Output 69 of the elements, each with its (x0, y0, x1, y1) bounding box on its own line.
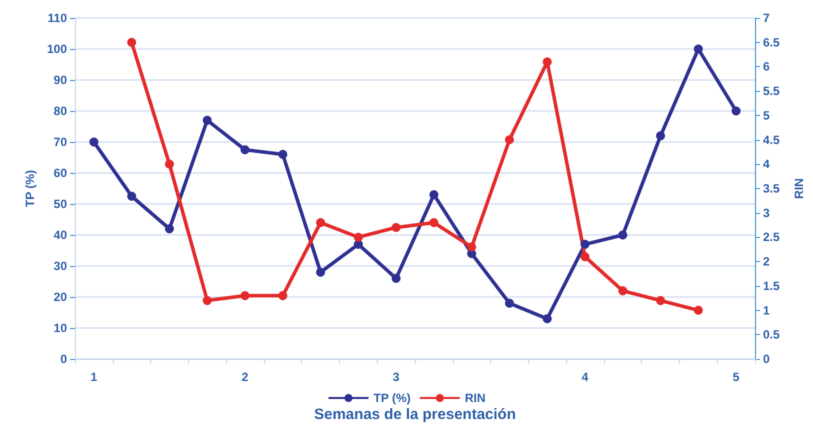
x-tick-label: 1 (90, 370, 98, 384)
point (316, 268, 326, 277)
x-tick-label: 3 (392, 370, 400, 384)
point (429, 218, 438, 228)
point (354, 232, 363, 242)
x-tick-label: 5 (732, 370, 740, 384)
y2-tick-label: 5 (763, 108, 770, 122)
point (164, 224, 174, 234)
point (504, 135, 514, 144)
point (240, 291, 250, 300)
point (316, 218, 326, 228)
y2-tick-label: 0 (763, 352, 770, 366)
y2-tick-label: 3.5 (763, 182, 780, 196)
point (127, 192, 136, 201)
point (127, 38, 136, 47)
point (542, 57, 552, 66)
y-axis-title: TP (%) (23, 170, 38, 208)
y-tick-label: 100 (46, 42, 68, 56)
point (278, 150, 288, 159)
point (580, 240, 590, 249)
y2-tick-label: 6 (763, 60, 770, 74)
point (656, 296, 666, 306)
point (392, 274, 401, 283)
y-tick-label: 110 (48, 11, 68, 25)
legend-label: TP (%) (374, 391, 411, 405)
x-axis-title: Semanas de la presentación (314, 406, 516, 423)
point (240, 145, 250, 154)
y2-tick-label: 6.5 (763, 35, 780, 50)
y2-tick-label: 2.5 (763, 230, 780, 244)
x-tick-label: 2 (242, 370, 249, 384)
y-tick-label: 70 (54, 135, 68, 149)
point (202, 296, 212, 306)
point (694, 306, 703, 315)
point (89, 138, 98, 146)
point (542, 314, 552, 324)
y2-axis-title: RIN (792, 178, 806, 199)
y2-tick-label: 7 (763, 11, 770, 25)
point (580, 252, 590, 262)
y-tick-label: 90 (54, 73, 68, 87)
y2-tick-label: 4 (763, 157, 770, 172)
legend-label: RIN (464, 391, 486, 405)
y2-tick-label: 5.5 (763, 84, 780, 98)
y2-tick-label: 2 (763, 254, 770, 269)
y-tick-label: 0 (60, 352, 68, 366)
x-tick-label: 4 (582, 370, 589, 384)
y-tick-label: 30 (54, 259, 68, 273)
y2-tick-label: 1.5 (763, 278, 780, 293)
y2-tick-label: 0.5 (763, 328, 780, 342)
y-tick-label: 50 (54, 197, 68, 211)
y2-tick-label: 3 (763, 206, 770, 220)
point (202, 116, 212, 125)
y-tick-label: 40 (54, 228, 68, 242)
y-tick-label: 20 (54, 290, 68, 304)
y2-tick-label: 1 (763, 303, 770, 318)
y-tick-label: 10 (54, 321, 68, 335)
y2-tick-label: 4.5 (763, 132, 780, 147)
point (164, 160, 174, 169)
point (504, 298, 514, 308)
point (467, 242, 476, 252)
point (278, 291, 288, 300)
point (618, 286, 628, 296)
point (656, 131, 666, 140)
point (694, 44, 703, 54)
point (732, 106, 741, 116)
point (618, 230, 628, 240)
point (392, 222, 401, 232)
y-tick-label: 80 (54, 104, 68, 118)
y-tick-label: 60 (54, 166, 68, 180)
point (429, 190, 438, 200)
